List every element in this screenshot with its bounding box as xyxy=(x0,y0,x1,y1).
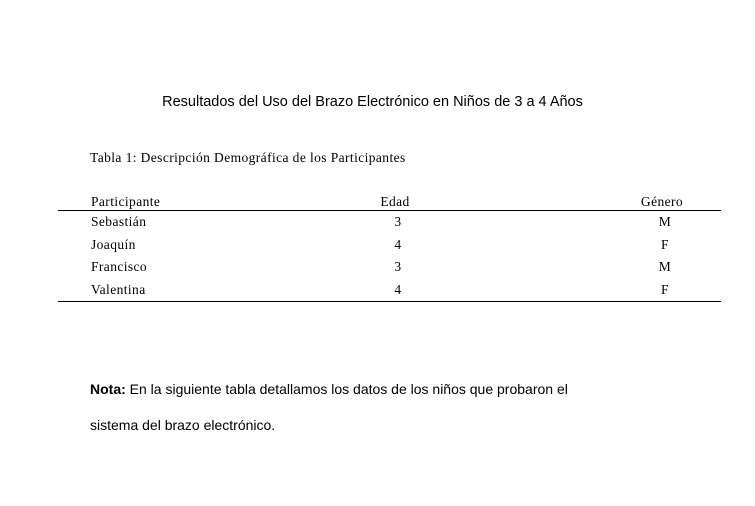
table-row: Sebastián 3 M xyxy=(58,211,721,234)
table-row: Valentina 4 F xyxy=(58,278,721,302)
cell-gender: F xyxy=(661,236,669,252)
cell-participant: Francisco xyxy=(91,259,148,275)
table-header-row: Participante Edad Género xyxy=(58,189,721,211)
document-title: Resultados del Uso del Brazo Electrónico… xyxy=(162,94,583,110)
cell-participant: Joaquín xyxy=(91,236,136,252)
table-caption: Tabla 1: Descripción Demográfica de los … xyxy=(90,150,406,165)
participants-table: Participante Edad Género Sebastián 3 M J… xyxy=(58,189,721,302)
note-line-1: Nota: En la siguiente tabla detallamos l… xyxy=(90,371,690,407)
note-text-1: En la siguiente tabla detallamos los dat… xyxy=(129,381,568,397)
table-note: Nota: En la siguiente tabla detallamos l… xyxy=(90,371,690,443)
cell-gender: F xyxy=(639,278,721,302)
note-line-2: sistema del brazo electrónico. xyxy=(90,417,276,433)
cell-age: 4 xyxy=(381,278,639,302)
header-age: Edad xyxy=(380,189,639,211)
cell-gender: M xyxy=(658,259,672,275)
cell-age: 3 xyxy=(394,214,402,230)
cell-age: 4 xyxy=(394,236,402,252)
header-participant: Participante xyxy=(58,189,381,211)
cell-participant: Sebastián xyxy=(91,214,147,230)
cell-participant: Valentina xyxy=(58,278,381,302)
note-label: Nota: xyxy=(90,381,126,397)
cell-age: 3 xyxy=(394,259,402,275)
table-row: Joaquín 4 F xyxy=(58,234,721,257)
header-gender: Género xyxy=(639,189,721,211)
table-row: Francisco 3 M xyxy=(58,256,721,279)
cell-gender: M xyxy=(658,214,672,230)
